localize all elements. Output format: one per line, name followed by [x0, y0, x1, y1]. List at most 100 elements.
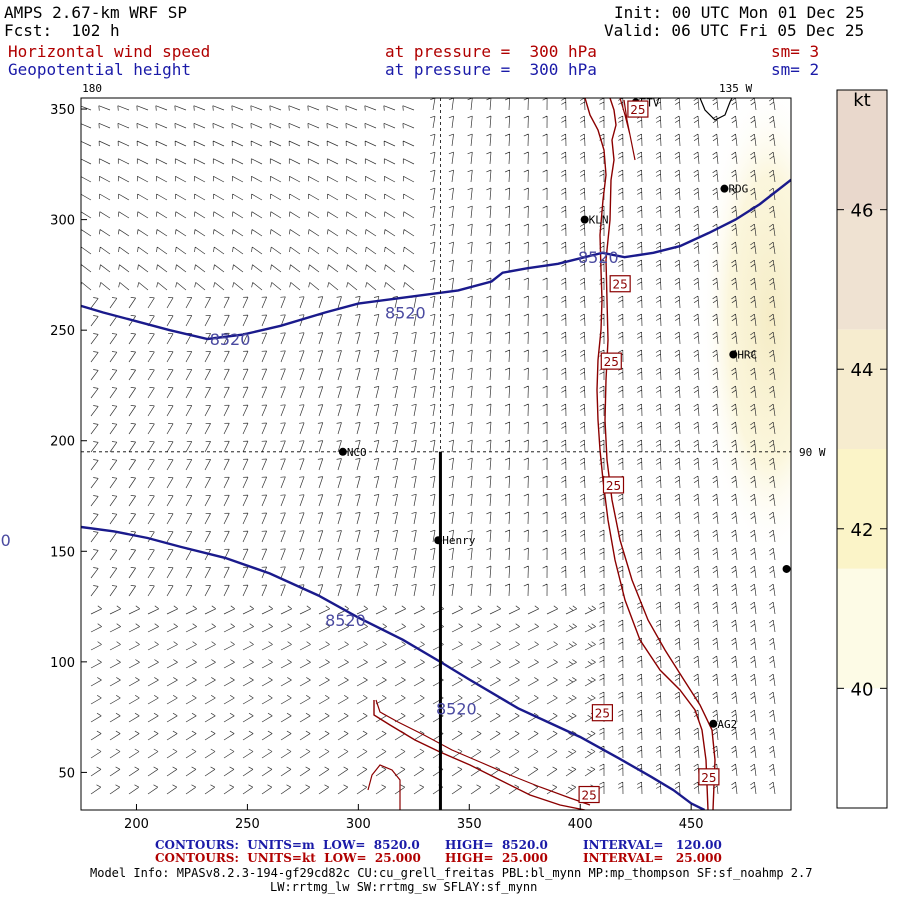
- speed-contour-label: 25: [604, 355, 619, 369]
- contours2-interval-text: INTERVAL= 25.000: [583, 851, 722, 865]
- contours1-high: HIGH= 8520.0: [445, 838, 548, 852]
- plot-area: [81, 98, 791, 810]
- y-tick-label: 100: [50, 656, 75, 671]
- speed-label-box: [627, 100, 649, 118]
- coastline: [584, 98, 709, 810]
- colorbar-frame: [836, 89, 888, 809]
- station-label: NCO: [347, 446, 367, 459]
- colorbar-unit: kt: [853, 90, 870, 111]
- x-tick-label: 250: [235, 817, 260, 832]
- station-label: AG2: [717, 718, 737, 731]
- colorbar-tick-label: 40: [851, 679, 874, 700]
- speed-contour-label: 25: [630, 103, 645, 117]
- y-tick-label: 350: [50, 103, 75, 118]
- contours1-interval: INTERVAL= 120.00: [583, 838, 722, 852]
- height-contour-label: 8520: [0, 531, 11, 550]
- wind-speed-shading: [700, 98, 791, 560]
- init-time: Init: 00 UTC Mon 01 Dec 25: [614, 3, 865, 22]
- contours1-interval-text: INTERVAL= 120.00: [583, 838, 722, 852]
- height-contour-label: 8520: [578, 248, 619, 267]
- station-marker: [580, 215, 589, 224]
- speed-contour-south: [373, 700, 586, 810]
- station-marker: [709, 719, 718, 728]
- right-edge-label: 90 W: [799, 446, 826, 459]
- colorbar-band: [837, 209, 887, 330]
- x-tick-label: 200: [124, 817, 149, 832]
- valid-time: Valid: 06 UTC Fri 05 Dec 25: [604, 21, 865, 40]
- station-marker: [434, 536, 443, 545]
- station-label: HRC: [737, 348, 757, 361]
- y-tick-label: 50: [58, 766, 75, 781]
- speed-label-box: [698, 768, 720, 786]
- terrain-contours: [367, 98, 733, 810]
- colorbar-band: [837, 568, 887, 689]
- model-info: Model Info: MPASv8.2.3-194-gf29cd82c CU:…: [90, 866, 813, 880]
- forecast-hour: Fcst: 102 h: [4, 21, 120, 40]
- colorbar: kt 40 42 44 46: [836, 89, 888, 809]
- colorbar-band: [837, 329, 887, 449]
- contours2-units: CONTOURS: UNITS=kt LOW= 25.000: [155, 851, 421, 865]
- speed-contour-label: 25: [701, 771, 716, 785]
- field2-smoothing: sm= 2: [771, 60, 820, 79]
- height-contour-label: 8520: [385, 303, 426, 322]
- ice-shelf-edge: [604, 98, 716, 810]
- x-tick-label: 350: [457, 817, 482, 832]
- x-tick-label: 300: [346, 817, 371, 832]
- station-marker: [782, 564, 791, 573]
- model-title: AMPS 2.67-km WRF SP: [4, 3, 188, 22]
- speed-label-box: [609, 275, 631, 293]
- speed-contour-loop: [367, 764, 401, 810]
- x-tick-label: 450: [679, 817, 704, 832]
- speed-contour-south-2: [375, 699, 591, 806]
- field1-name: Horizontal wind speed: [8, 42, 211, 61]
- speed-label-box: [591, 704, 614, 722]
- speed-label-box: [578, 785, 600, 804]
- station-marker: [338, 447, 347, 456]
- colorbar-band: [837, 688, 887, 808]
- speed-contour-labels: 25 25 25 25 25 25 25: [578, 100, 720, 804]
- terrain-black: [699, 98, 733, 121]
- axes: 200 250 300 350 400 450 50 100 150 200 250 300 350 18…: [50, 82, 826, 832]
- colorbar-tick-label: 46: [851, 201, 874, 222]
- station-label: RDG: [728, 183, 748, 196]
- wind-barbs: [81, 98, 776, 795]
- contours2-interval: INTERVAL= 25.000: [583, 851, 722, 865]
- speed-contour-label: 25: [595, 707, 610, 721]
- station-label: Henry: [442, 534, 475, 547]
- model-info-2: LW:rrtmg_lw SW:rrtmg_sw SFLAY:sf_mynn: [270, 880, 538, 894]
- contours1-high-text: HIGH= 8520.0: [445, 838, 548, 852]
- speed-contour-label: 25: [581, 789, 596, 803]
- plot-frame: [80, 97, 792, 811]
- contours2-high: HIGH= 25.000: [445, 851, 548, 865]
- speed-label-box: [600, 352, 622, 370]
- station-marker: [729, 350, 738, 359]
- speed-label-box: [602, 476, 625, 494]
- height-contour-labels: 8520 8520 8520 8520 8520 8520: [0, 248, 619, 718]
- colorbar-tick-label: 42: [851, 520, 874, 541]
- field1-level: at pressure = 300 hPa: [385, 42, 597, 61]
- wind-barb-field: [81, 98, 776, 795]
- speed-contour-label: 25: [613, 278, 628, 292]
- colorbar-tick-label: 44: [851, 360, 874, 381]
- station-label: KLN: [589, 214, 609, 227]
- x-tick-label: 400: [568, 817, 593, 832]
- contours1-text: CONTOURS: UNITS=m LOW= 8520.0: [155, 838, 420, 852]
- contours2-text: CONTOURS: UNITS=kt LOW= 25.000: [155, 851, 421, 865]
- contours2-high-text: HIGH= 25.000: [445, 851, 548, 865]
- station-marker: [720, 184, 729, 193]
- height-contour-8520: [81, 178, 791, 341]
- contours1-units: CONTOURS: UNITS=m LOW= 8520.0: [155, 838, 420, 852]
- colorbar-band: [837, 90, 887, 210]
- y-tick-label: 300: [50, 214, 75, 229]
- top-edge-label: 180: [82, 82, 102, 95]
- terrain-detail: [619, 98, 636, 161]
- field2-name: Geopotential height: [8, 60, 192, 79]
- height-contour-label: 8520: [210, 330, 251, 349]
- y-tick-label: 250: [50, 324, 75, 339]
- field1-smoothing: sm= 3: [771, 42, 820, 61]
- height-contour-label: 8520: [325, 611, 366, 630]
- height-contour-8520: [81, 525, 706, 810]
- height-contour-label: 8520: [436, 699, 477, 718]
